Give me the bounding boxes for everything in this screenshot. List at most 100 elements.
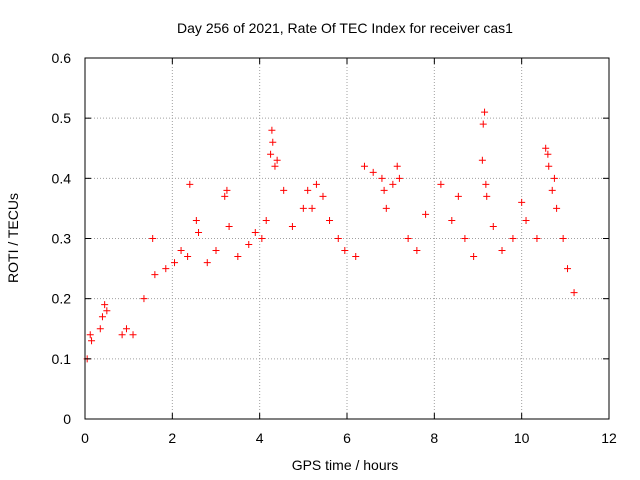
data-point bbox=[118, 331, 126, 339]
data-point bbox=[268, 126, 276, 134]
data-point bbox=[171, 259, 179, 267]
chart-title: Day 256 of 2021, Rate Of TEC Index for r… bbox=[177, 20, 513, 36]
y-tick-label: 0.5 bbox=[52, 110, 72, 126]
data-point bbox=[273, 156, 281, 164]
data-point bbox=[319, 192, 327, 200]
data-point bbox=[195, 228, 203, 236]
data-point bbox=[382, 204, 390, 212]
data-point bbox=[461, 235, 469, 242]
data-point bbox=[212, 247, 220, 255]
x-tick-label: 4 bbox=[256, 430, 264, 446]
data-point bbox=[378, 174, 386, 182]
data-point bbox=[98, 313, 106, 321]
x-tick-label: 12 bbox=[601, 430, 617, 446]
data-point bbox=[548, 186, 556, 194]
data-point bbox=[267, 150, 275, 158]
data-point bbox=[550, 174, 558, 182]
grid-lines bbox=[85, 58, 609, 419]
data-point bbox=[448, 216, 456, 224]
y-tick-label: 0.4 bbox=[52, 170, 72, 186]
data-point bbox=[86, 331, 94, 339]
data-point bbox=[545, 162, 553, 170]
data-points bbox=[83, 108, 578, 363]
data-point bbox=[542, 144, 550, 152]
data-point bbox=[129, 331, 137, 339]
data-point bbox=[299, 204, 307, 212]
data-point bbox=[251, 228, 259, 236]
x-tick-label: 6 bbox=[343, 430, 351, 446]
y-tick-label: 0 bbox=[63, 411, 71, 427]
data-point bbox=[186, 180, 194, 188]
data-point bbox=[483, 192, 491, 200]
data-point bbox=[245, 241, 253, 249]
data-point bbox=[479, 120, 487, 128]
data-point bbox=[101, 301, 109, 309]
data-point bbox=[489, 222, 497, 230]
data-point bbox=[221, 192, 229, 200]
data-point bbox=[437, 180, 445, 188]
x-tick-labels: 0 2 4 6 8 10 12 bbox=[81, 430, 617, 446]
data-point bbox=[341, 247, 349, 255]
data-point bbox=[482, 180, 490, 188]
data-point bbox=[225, 222, 233, 230]
data-point bbox=[380, 186, 388, 194]
y-axis-label: ROTI / TECUs bbox=[5, 193, 21, 283]
data-point bbox=[470, 253, 478, 261]
data-point bbox=[509, 235, 517, 242]
data-point bbox=[151, 271, 159, 279]
data-point bbox=[88, 337, 96, 345]
x-tick-label: 8 bbox=[430, 430, 438, 446]
data-point bbox=[269, 138, 277, 146]
data-point bbox=[149, 235, 157, 242]
data-point bbox=[184, 253, 192, 261]
data-point bbox=[389, 180, 397, 188]
data-point bbox=[280, 186, 288, 194]
data-point bbox=[308, 204, 316, 212]
data-point bbox=[96, 325, 104, 333]
data-point bbox=[522, 216, 530, 224]
x-axis-label: GPS time / hours bbox=[292, 457, 399, 473]
data-point bbox=[271, 162, 279, 170]
data-point bbox=[304, 186, 312, 194]
data-point bbox=[103, 307, 111, 315]
data-point bbox=[544, 150, 552, 158]
data-point bbox=[498, 247, 506, 255]
y-tick-label: 0.1 bbox=[52, 351, 72, 367]
data-point bbox=[223, 186, 231, 194]
data-point bbox=[203, 259, 211, 267]
data-point bbox=[369, 168, 377, 176]
axis-ticks bbox=[84, 57, 610, 420]
data-point bbox=[312, 180, 320, 188]
data-point bbox=[553, 204, 561, 212]
data-point bbox=[192, 216, 200, 224]
data-point bbox=[564, 265, 572, 273]
data-point bbox=[454, 192, 462, 200]
data-point bbox=[393, 162, 401, 170]
data-point bbox=[559, 235, 567, 242]
x-tick-label: 2 bbox=[168, 430, 176, 446]
data-point bbox=[413, 247, 421, 255]
data-point bbox=[570, 289, 578, 297]
data-point bbox=[122, 325, 130, 333]
y-tick-label: 0.2 bbox=[52, 291, 72, 307]
data-point bbox=[404, 235, 412, 242]
data-point bbox=[258, 235, 266, 242]
data-point bbox=[533, 235, 541, 242]
y-tick-label: 0.3 bbox=[52, 231, 72, 247]
data-point bbox=[162, 265, 170, 273]
data-point bbox=[177, 247, 185, 255]
x-tick-label: 0 bbox=[81, 430, 89, 446]
data-point bbox=[288, 222, 296, 230]
data-point bbox=[518, 198, 526, 206]
data-point bbox=[326, 216, 334, 224]
data-point bbox=[352, 253, 360, 261]
data-point bbox=[422, 210, 430, 218]
data-point bbox=[395, 174, 403, 182]
data-point bbox=[234, 253, 242, 261]
y-tick-labels: 0 0.1 0.2 0.3 0.4 0.5 0.6 bbox=[52, 50, 72, 427]
x-tick-label: 10 bbox=[514, 430, 530, 446]
data-point bbox=[360, 162, 368, 170]
data-point bbox=[334, 235, 342, 242]
data-point bbox=[478, 156, 486, 164]
